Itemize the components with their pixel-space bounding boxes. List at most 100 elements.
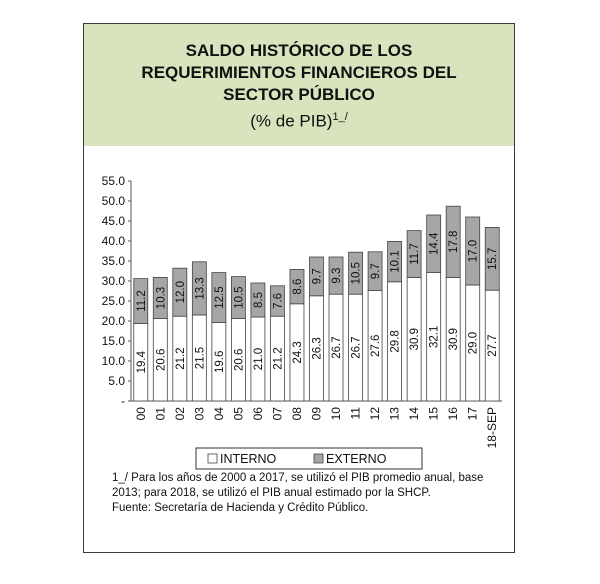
data-label-externo: 8.5 [253,292,265,308]
y-tick-label: 30.0 [102,274,126,288]
data-label-externo: 7.6 [272,293,284,309]
y-tick-label: 5.0 [108,374,125,388]
footnote: 1_/ Para los años de 2000 a 2017, se uti… [112,472,484,499]
x-tick-label: 11 [349,407,363,420]
x-tick-label: 08 [290,407,304,421]
x-tick-label: 07 [270,407,284,421]
data-label-externo: 10.1 [390,250,402,272]
data-label-externo: 12.5 [214,286,226,308]
bar-externo [230,276,246,320]
y-tick-label: 50.0 [102,194,126,208]
x-tick-label: 04 [212,407,226,421]
stacked-bar-chart: - 5.0 10.0 15.0 20.0 25.0 30.0 35.0 40.0 45.0 50.0… [102,174,502,470]
chart-subtitle: (% de PIB)1_/ [84,106,514,133]
bar-externo [270,285,285,317]
data-label-externo: 15.7 [487,248,499,270]
bar-externo [191,261,207,316]
data-label-interno: 26.7 [351,336,363,358]
data-label-interno: 29.0 [468,332,480,354]
x-tick-label: 16 [446,407,460,421]
data-label-externo: 11.2 [136,290,148,312]
data-label-externo: 10.3 [155,287,167,309]
y-tick-label: 45.0 [102,214,126,228]
legend-label-externo: EXTERNO [326,452,387,466]
bar-externo [211,272,227,323]
bar-externo [328,256,344,295]
title-line-2: REQUERIMIENTOS FINANCIEROS DEL [141,63,457,82]
chart-frame: SALDO HISTÓRICO DE LOS REQUERIMIENTOS FI… [83,23,515,553]
bar-externo [445,205,461,278]
bar-externo [152,276,168,319]
bar-externo [465,216,481,286]
source-note: Fuente: Secretaría de Hacienda y Crédito… [112,502,369,514]
data-label-interno: 19.4 [136,350,148,373]
x-tick-label: 17 [466,407,480,421]
bar-externo [133,278,149,324]
data-label-interno: 21.0 [253,348,265,370]
data-label-interno: 30.9 [448,328,460,350]
x-tick-label: 03 [192,407,206,421]
bar-externo [289,269,305,305]
y-tick-label: 15.0 [102,334,126,348]
data-label-externo: 12.0 [175,281,187,303]
bar-externo [172,267,188,317]
data-label-interno: 21.2 [272,347,284,369]
x-tick-label: 01 [153,407,167,421]
legend-box [195,447,423,470]
x-tick-label: 05 [231,407,245,421]
bar-externo [250,282,266,318]
x-tick-label: 18-SEP [485,407,499,448]
data-label-externo: 14.4 [429,232,441,255]
bar-externo [426,214,442,273]
data-label-externo: 9.7 [312,268,324,284]
data-label-interno: 21.5 [194,347,206,369]
x-tick-label: 06 [251,407,265,421]
y-tick-label: 10.0 [102,354,126,368]
bar-externo [367,251,383,292]
data-label-externo: 9.3 [331,268,343,284]
data-label-externo: 11.7 [409,243,421,265]
y-tick-label: - [121,394,125,408]
data-label-interno: 26.7 [331,336,343,358]
y-tick-label: 40.0 [102,234,126,248]
legend-swatch-externo [313,453,324,464]
y-tick-label: 20.0 [102,314,126,328]
data-label-interno: 20.6 [155,349,167,371]
x-tick-label: 14 [407,407,421,421]
data-label-externo: 8.6 [292,279,304,295]
bar-externo [309,256,324,297]
data-label-interno: 27.7 [487,334,499,356]
title-line-1: SALDO HISTÓRICO DE LOS [185,41,413,60]
subtitle-footnote-mark: 1_/ [332,111,348,123]
x-tick-label: 13 [388,407,402,421]
x-tick-label: 09 [310,407,324,421]
data-label-externo: 13.3 [194,277,206,299]
data-label-interno: 21.2 [175,347,187,369]
x-tick-label: 10 [329,407,343,421]
x-tick-label: 00 [134,407,148,421]
legend-swatch-interno [207,453,218,464]
data-label-interno: 30.9 [409,328,421,350]
chart-title: SALDO HISTÓRICO DE LOS REQUERIMIENTOS FI… [84,24,514,106]
data-label-interno: 27.6 [370,335,382,357]
bar-externo [484,227,500,291]
subtitle-main: (% de PIB) [250,111,333,131]
data-label-externo: 17.8 [448,231,460,253]
bar-externo [387,241,403,283]
legend-label-interno: INTERNO [220,452,277,466]
title-line-3: SECTOR PÚBLICO [223,85,375,104]
data-label-externo: 10.5 [233,286,245,308]
bar-externo [406,230,422,278]
y-tick-label: 35.0 [102,254,126,268]
data-label-interno: 24.3 [292,341,304,363]
y-tick-label: 25.0 [102,294,126,308]
data-label-interno: 19.6 [214,351,226,373]
data-label-interno: 29.8 [390,330,402,352]
chart-header: SALDO HISTÓRICO DE LOS REQUERIMIENTOS FI… [84,24,514,146]
data-label-interno: 32.1 [429,326,441,348]
data-label-interno: 26.3 [312,337,324,359]
x-tick-label: 12 [368,407,382,421]
data-label-externo: 10.5 [351,262,363,284]
x-tick-label: 02 [173,407,187,421]
bar-externo [348,251,363,295]
